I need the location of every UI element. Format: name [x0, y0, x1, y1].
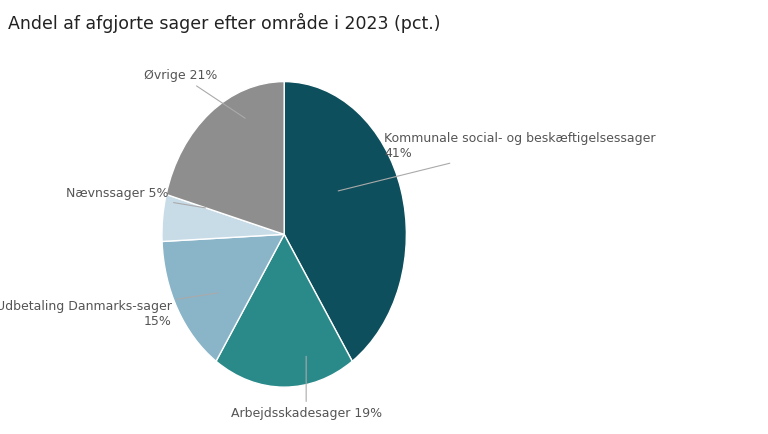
Wedge shape [166, 82, 284, 234]
Wedge shape [216, 234, 353, 387]
Text: Øvrige 21%: Øvrige 21% [144, 69, 245, 118]
Wedge shape [162, 234, 284, 361]
Text: Andel af afgjorte sager efter område i 2023 (pct.): Andel af afgjorte sager efter område i 2… [8, 13, 440, 33]
Text: Udbetaling Danmarks-sager
15%: Udbetaling Danmarks-sager 15% [0, 293, 218, 328]
Wedge shape [162, 194, 284, 241]
Text: Nævnssager 5%: Nævnssager 5% [65, 187, 206, 208]
Text: Kommunale social- og beskæftigelsessager
41%: Kommunale social- og beskæftigelsessager… [338, 132, 656, 191]
Text: Arbejdsskadesager 19%: Arbejdsskadesager 19% [230, 356, 382, 420]
Wedge shape [284, 82, 406, 361]
